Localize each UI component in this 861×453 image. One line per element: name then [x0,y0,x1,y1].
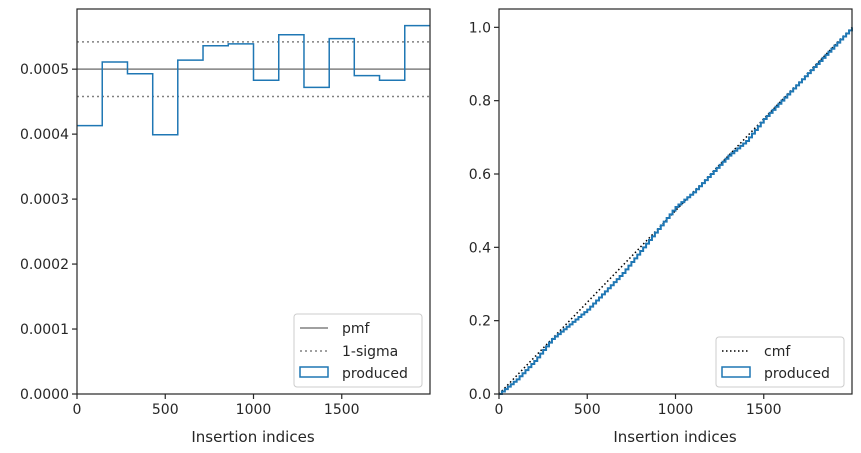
left-y-tick-label: 0.0002 [20,257,69,273]
right-plot-area [498,26,853,395]
right-x-tick-label: 1000 [658,402,694,418]
right-legend-box [715,336,845,388]
left-x-ticks: 0 500 1000 1500 [73,394,360,418]
left-plot-area [77,24,430,136]
left-legend-box [293,313,423,388]
right-x-axis-label: Insertion indices [613,428,736,446]
legend-produced-label-left: produced [342,366,408,382]
right-y-tick-label: 0.0 [469,387,491,403]
right-y-tick-label: 0.4 [469,240,491,256]
left-y-tick-label: 0.0001 [20,322,69,338]
left-x-tick-label: 500 [152,402,179,418]
legend-cmf-label: cmf [764,344,791,360]
left-x-tick-label: 0 [73,402,82,418]
right-y-tick-label: 0.6 [469,167,491,183]
right-x-tick-label: 1500 [746,402,782,418]
right-y-tick-label: 0.8 [469,94,491,110]
right-x-tick-label: 500 [574,402,601,418]
right-x-ticks: 0 500 1000 1500 [495,394,782,418]
right-y-ticks: 0.0 0.2 0.4 0.6 0.8 1.0 [469,20,499,403]
left-x-axis-label: Insertion indices [191,428,314,446]
legend-produced-label-right: produced [764,366,830,382]
left-y-tick-label: 0.0005 [20,62,69,78]
left-y-tick-label: 0.0000 [20,387,69,403]
produced-cumulative-step [499,27,853,395]
left-x-tick-label: 1000 [236,402,272,418]
left-x-tick-label: 1500 [324,402,360,418]
right-chart-panel: 0 500 1000 1500 0.0 0.2 0.4 0.6 0.8 1.0 Insertio… [469,8,853,446]
left-y-ticks: 0.0000 0.0001 0.0002 0.0003 0.0004 0.0005 [20,62,77,403]
right-axes-frame [498,8,853,395]
right-y-tick-label: 0.2 [469,314,491,330]
legend-pmf-label: pmf [342,321,371,337]
produced-histogram-step [77,24,430,136]
right-legend: cmf produced [715,336,845,388]
legend-1-sigma-label: 1-sigma [342,344,398,360]
left-y-tick-label: 0.0004 [20,127,69,143]
left-legend: pmf 1-sigma produced [293,313,423,388]
legend-produced-swatch-left [299,366,329,378]
legend-produced-swatch-right [721,366,751,378]
right-y-tick-label: 1.0 [469,20,491,36]
right-x-tick-label: 0 [495,402,504,418]
left-chart-panel: 0 500 1000 1500 0.00000.00010.00020.00030.0… [20,8,431,446]
left-y-tick-label: 0.0003 [20,192,69,208]
